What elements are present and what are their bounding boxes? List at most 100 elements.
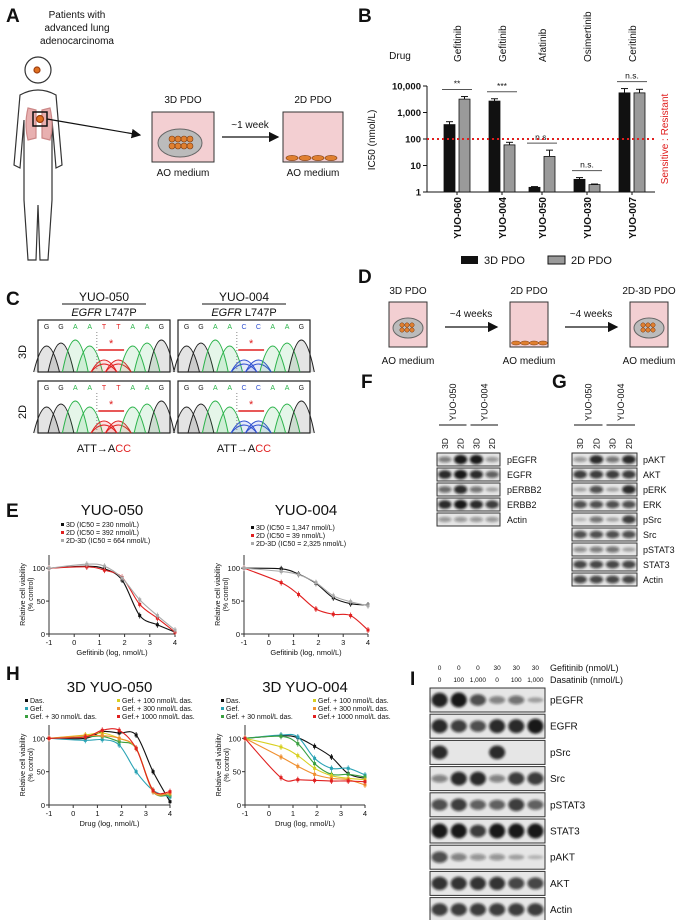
- chromatogram: G G A A C C A A G *: [173, 319, 315, 373]
- category-label: YUO-050: [538, 197, 549, 239]
- blot-band: [573, 575, 587, 584]
- blot-band: [438, 500, 452, 509]
- chromatogram-peak: [244, 359, 272, 373]
- bar: [573, 178, 586, 193]
- data-point: [117, 736, 121, 740]
- blot-band: [469, 771, 486, 786]
- data-point: [346, 779, 350, 783]
- dasatinib-dose: 1,000: [527, 677, 544, 684]
- blot-row: pSTAT3: [429, 792, 586, 818]
- y-tick-label: 50: [37, 597, 45, 606]
- bar: [633, 92, 646, 193]
- base-letter: G: [198, 385, 203, 392]
- x-axis-label: Drug (log, nmol/L): [79, 819, 140, 828]
- x-tick-label: 3: [341, 638, 345, 647]
- chromatogram: G G A A T T A A G *: [33, 319, 175, 373]
- bar: [618, 92, 631, 193]
- well-2d-3d-illustration: [629, 301, 669, 348]
- blot-band: [508, 695, 525, 705]
- sample-name-1: YUO-050: [79, 290, 129, 304]
- base-letter: A: [270, 324, 275, 331]
- data-point: [346, 766, 350, 770]
- legend-label: Gef. + 100 nmol/L das.: [122, 698, 193, 705]
- x-tick-label: 1: [292, 638, 296, 647]
- base-letter: A: [285, 324, 290, 331]
- data-point: [296, 742, 300, 746]
- blot-band: [438, 486, 452, 493]
- blot-row: pEGFR: [429, 687, 583, 713]
- y-tick-label: 0: [41, 801, 45, 810]
- y-axis-label: IC50 (nmol/L): [367, 110, 378, 171]
- mutation-star: *: [249, 399, 254, 411]
- lane-label: 2D: [591, 438, 601, 449]
- row-label-2d: 2D: [17, 405, 29, 419]
- protein-label: pERBB2: [507, 485, 542, 495]
- blot-row: AKT: [429, 870, 569, 896]
- blot-row: pSTAT3: [571, 542, 675, 557]
- blot-band: [589, 500, 604, 509]
- blot-band: [438, 517, 452, 522]
- legend-marker: [251, 526, 254, 529]
- panel-g-western-blot: pAKT AKT pERK ERK pSrc Src pSTAT3 STAT3 Actin 3D 2…: [571, 383, 675, 587]
- data-point: [138, 602, 142, 606]
- data-point: [120, 576, 124, 580]
- data-point: [83, 735, 87, 739]
- chromatogram-peak: [201, 339, 229, 373]
- blot-band: [605, 487, 620, 492]
- chromatogram-peak: [133, 342, 161, 373]
- base-letter: G: [44, 385, 49, 392]
- blot-band: [622, 515, 636, 524]
- data-point: [138, 614, 142, 618]
- blot-strip: [429, 792, 546, 818]
- legend-marker: [61, 531, 64, 534]
- data-point: [313, 744, 317, 748]
- legend-marker: [25, 715, 28, 718]
- blot-band: [527, 697, 544, 703]
- blot-band: [622, 500, 636, 509]
- blot-strip: [571, 572, 638, 587]
- x-tick-label: 4: [173, 638, 177, 647]
- legend-marker: [61, 539, 64, 542]
- lane-label: 2D: [456, 438, 466, 449]
- lane-label: 3D: [440, 438, 450, 449]
- legend-label: 2D-3D (IC50 = 2,325 nmol/L): [256, 541, 346, 548]
- series-curve: [48, 734, 171, 796]
- blot-strip: [429, 818, 546, 844]
- bar: [528, 186, 541, 193]
- legend-label-3d: 3D PDO: [484, 255, 525, 267]
- legend-label: Gef. + 30 nmol/L das.: [30, 714, 97, 721]
- legend-label: 3D (IC50 = 1,347 nmol/L): [256, 525, 335, 532]
- blot-row: ERK: [571, 497, 662, 512]
- base-letter: G: [159, 385, 164, 392]
- blot-band: [527, 799, 544, 810]
- chromatogram-peak: [244, 420, 272, 434]
- chromatogram-peak-minor: [230, 424, 258, 434]
- base-letter: A: [130, 385, 135, 392]
- series-curve: [48, 566, 176, 633]
- x-tick-label: 3: [148, 638, 152, 647]
- protein-label: Actin: [643, 575, 663, 585]
- base-letter: A: [285, 385, 290, 392]
- panel-f-western-blot: pEGFR EGFR pERBB2 ERBB2 Actin 3D 2D 3D 2D YUO-050…: [436, 383, 542, 527]
- protein-label: pSTAT3: [643, 545, 675, 555]
- blot-band: [431, 851, 448, 863]
- blot-strip: [436, 497, 501, 512]
- chromatogram-peak: [147, 339, 175, 373]
- panel-label-h: H: [6, 664, 20, 685]
- chromatogram-frame: [177, 380, 311, 434]
- blot-band: [450, 903, 467, 916]
- blot-band: [469, 454, 483, 465]
- blot-band: [605, 530, 620, 539]
- legend-label: 2D-3D (IC50 = 664 nmol/L): [66, 538, 150, 545]
- protein-label: Src: [550, 774, 565, 785]
- y-axis-label: (% control): [28, 578, 35, 612]
- drug-row-label: Drug: [389, 51, 411, 62]
- sample-label: YUO-004: [616, 383, 626, 421]
- blot-band: [605, 517, 620, 522]
- threshold-label: Sensitive : Resistant: [660, 93, 671, 184]
- y-tick-label: 100: [227, 564, 240, 573]
- blot-band: [450, 853, 467, 862]
- codon-from: ATT→A: [217, 443, 256, 455]
